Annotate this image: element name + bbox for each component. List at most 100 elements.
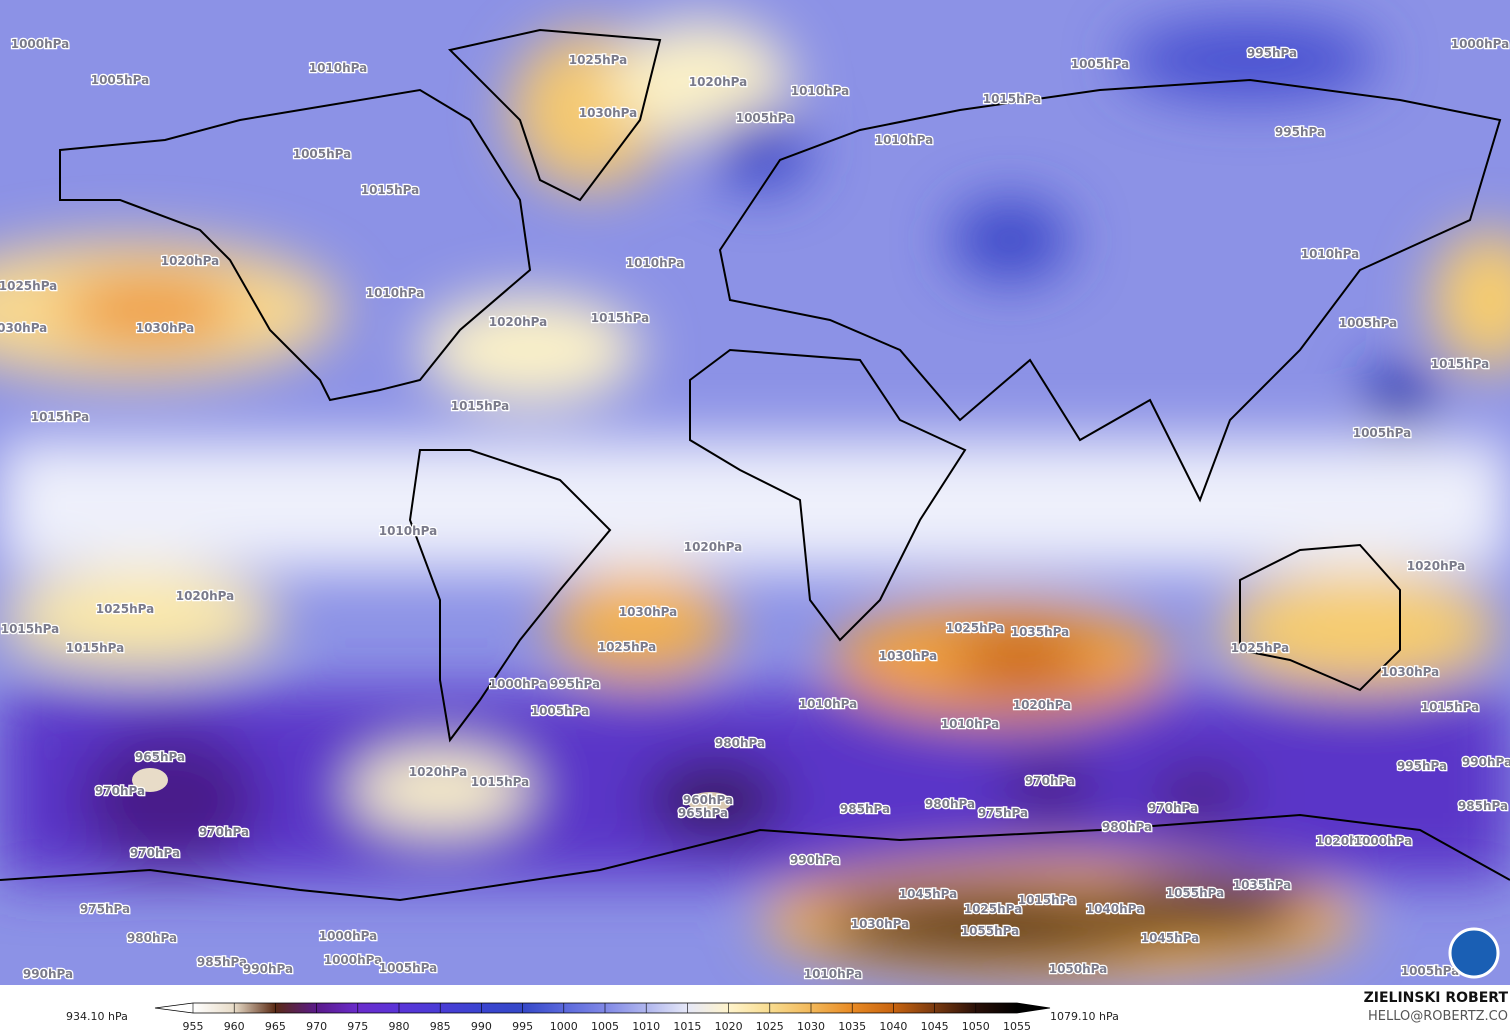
colorbar-tick-label: 955 <box>183 1020 204 1033</box>
isobar-label: 1025hPa <box>569 53 628 67</box>
isobar-label: 1005hPa <box>91 73 150 87</box>
isobar-label: 1000hPa <box>1451 37 1510 51</box>
isobar-label: 1010hPa <box>875 133 934 147</box>
isobar-label: 1015hPa <box>66 641 125 655</box>
isobar-label: 965hPa <box>135 750 185 764</box>
isobar-label: 1005hPa <box>379 961 438 975</box>
isobar-label: 980hPa <box>1102 820 1152 834</box>
isobar-label: 1020hPa <box>689 75 748 89</box>
colorbar-tick-label: 1050 <box>962 1020 990 1033</box>
colorbar-min-label: 934.10 hPa <box>66 1010 128 1023</box>
isobar-label: 960hPa <box>683 793 733 807</box>
colorbar-tick-label: 970 <box>306 1020 327 1033</box>
isobar-label: 1030hPa <box>1381 665 1440 679</box>
isobar-label: 1000hPa <box>489 677 548 691</box>
isobar-label: 1030hPa <box>851 917 910 931</box>
isobar-label: 1020hPa <box>176 589 235 603</box>
isobar-label: 995hPa <box>1397 759 1447 773</box>
isobar-label: 980hPa <box>925 797 975 811</box>
field-blobs <box>0 20 1510 980</box>
isobar-label: 975hPa <box>80 902 130 916</box>
isobar-label: 1020hPa <box>1316 834 1375 848</box>
isobar-label: 1030hPa <box>579 106 638 120</box>
isobar-label: 1020hPa <box>161 254 220 268</box>
isobar-label: 980hPa <box>715 736 765 750</box>
isobar-label: 1025hPa <box>96 602 155 616</box>
colorbar <box>154 1002 1051 1014</box>
isobar-label: 1035hPa <box>1011 625 1070 639</box>
colorbar-tick-label: 960 <box>224 1020 245 1033</box>
isobar-label: 1005hPa <box>531 704 590 718</box>
isobar-label: 970hPa <box>1148 801 1198 815</box>
colorbar-max-label: 1079.10 hPa <box>1050 1010 1119 1023</box>
isobar-label: 1040hPa <box>1086 902 1145 916</box>
isobar-label: 1030hPa <box>879 649 938 663</box>
isobar-label: 985hPa <box>1458 799 1508 813</box>
isobar-label: 970hPa <box>130 846 180 860</box>
colorbar-tick-label: 1025 <box>756 1020 784 1033</box>
isobar-label: 1045hPa <box>899 887 958 901</box>
isobar-label: 1030hPa <box>0 321 47 335</box>
credit-name: ZIELINSKI ROBERT <box>1364 990 1509 1006</box>
isobar-label: 1005hPa <box>736 111 795 125</box>
isobar-label: 1010hPa <box>804 967 863 981</box>
isobar-label: 1020hPa <box>1013 698 1072 712</box>
colorbar-ticks: 955 960 965 970 975 980 985 990 995 1000 1005 1010 1… <box>183 1003 1031 1033</box>
isobar-label: 1000hPa <box>319 929 378 943</box>
isobar-label: 1010hPa <box>309 61 368 75</box>
colorbar-tick-label: 975 <box>347 1020 368 1033</box>
isobar-label: 1010hPa <box>626 256 685 270</box>
isobar-label: 990hPa <box>243 962 293 976</box>
isobar-label: 990hPa <box>790 853 840 867</box>
isobar-label: 1020hPa <box>489 315 548 329</box>
isobar-label: 985hPa <box>197 955 247 969</box>
noaa-logo <box>1448 927 1500 979</box>
isobar-label: 995hPa <box>550 677 600 691</box>
isobar-label: 1025hPa <box>0 279 57 293</box>
isobar-label: 1025hPa <box>946 621 1005 635</box>
isobar-label: 1015hPa <box>983 92 1042 106</box>
coastlines <box>0 28 1510 902</box>
isobar-label: 980hPa <box>127 931 177 945</box>
colorbar-tick-label: 1000 <box>550 1020 578 1033</box>
isobar-label: 1015hPa <box>31 410 90 424</box>
isobar-label: 1015hPa <box>1421 700 1480 714</box>
colorbar-tick-label: 1020 <box>715 1020 743 1033</box>
colorbar-tick-label: 1040 <box>879 1020 907 1033</box>
isobar-label: 1025hPa <box>1231 641 1290 655</box>
isobar-label: 1005hPa <box>1071 57 1130 71</box>
isobar-label: 1025hPa <box>964 902 1023 916</box>
colorbar-tick-label: 1045 <box>921 1020 949 1033</box>
isobar-label: 1020hPa <box>1407 559 1466 573</box>
isobar-label: 990hPa <box>1462 755 1510 769</box>
isobar-label: 1050hPa <box>1049 962 1108 976</box>
isobar-label: 1005hPa <box>293 147 352 161</box>
credit-email: HELLO@ROBERTZ.CO <box>1368 1009 1508 1024</box>
colorbar-tick-label: 990 <box>471 1020 492 1033</box>
isobar-label: 965hPa <box>678 806 728 820</box>
isobar-label: 1055hPa <box>1166 886 1225 900</box>
isobar-label: 1025hPa <box>598 640 657 654</box>
isobar-label: 1010hPa <box>366 286 425 300</box>
isobar-label: 1015hPa <box>451 399 510 413</box>
isobar-label: 1015hPa <box>1018 893 1077 907</box>
isobar-label: 1000hPa <box>1354 834 1413 848</box>
isobar-label: 1010hPa <box>791 84 850 98</box>
isobar-label: 1000hPa <box>11 37 70 51</box>
isobar-label: 1005hPa <box>1353 426 1412 440</box>
isobar-label: 1010hPa <box>1301 247 1360 261</box>
isobar-label: 970hPa <box>1025 774 1075 788</box>
colorbar-tick-label: 1010 <box>632 1020 660 1033</box>
isobar-label: 995hPa <box>1247 46 1297 60</box>
colorbar-tick-label: 995 <box>512 1020 533 1033</box>
isobar-label: 1015hPa <box>591 311 650 325</box>
isobar-label: 1015hPa <box>1431 357 1490 371</box>
isobar-label: 1000hPa <box>324 953 383 967</box>
isobar-label: 970hPa <box>199 825 249 839</box>
isobar-label: 1030hPa <box>619 605 678 619</box>
colorbar-tick-label: 1030 <box>797 1020 825 1033</box>
isobar-label: 1010hPa <box>941 717 1000 731</box>
isobar-label: 1045hPa <box>1141 931 1200 945</box>
